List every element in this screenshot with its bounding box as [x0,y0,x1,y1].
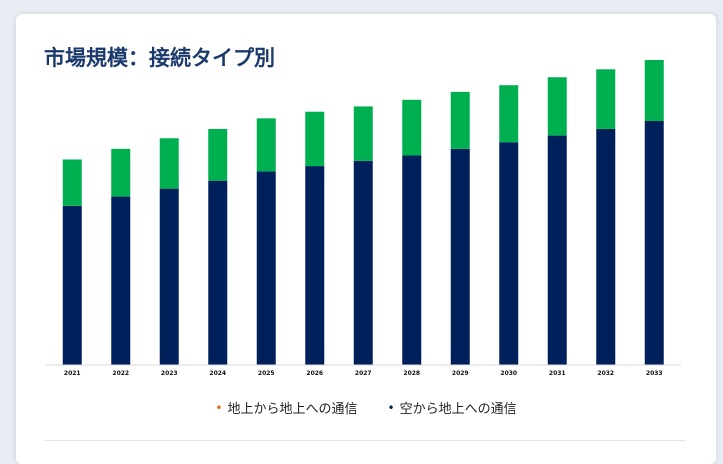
legend-bullet-icon: • [215,400,223,415]
bar-2033-series-1[interactable] [644,60,664,121]
bar-2029-series-0[interactable] [450,148,470,365]
x-tick-label: 2024 [209,370,226,377]
x-tick-label: 2030 [500,370,517,377]
bar-2031-series-1[interactable] [547,77,567,136]
legend-label: 空から地上への通信 [399,402,517,417]
x-tick-label: 2025 [258,370,275,377]
bar-2025-series-1[interactable] [256,118,276,172]
bar-2021-series-0[interactable] [62,205,82,365]
legend-bullet-icon: • [387,400,395,415]
chart-title: 市場規模：接続タイプ別 [44,46,275,70]
bar-2029-series-1[interactable] [450,91,470,149]
x-tick-label: 2032 [597,370,614,377]
bar-2021-series-1[interactable] [62,159,82,206]
bar-2023-series-1[interactable] [159,138,179,189]
divider [44,440,686,441]
x-tick-label: 2028 [403,370,420,377]
bar-2027-series-0[interactable] [353,160,373,365]
bar-2031-series-0[interactable] [547,135,567,365]
x-tick-label: 2023 [161,370,178,377]
stacked-bar-chart: 2021 2022 2023 2024 2025 2026 2027 2028 2029 2030… [46,60,681,377]
bar-2025-series-0[interactable] [256,171,276,365]
x-tick-label: 2027 [355,370,372,377]
legend-item-air-to-ground[interactable]: • 空から地上への通信 [387,398,517,418]
bar-2024-series-0[interactable] [208,180,228,365]
bar-2022-series-1[interactable] [111,148,131,197]
bar-2027-series-1[interactable] [353,106,373,161]
bar-2024-series-1[interactable] [208,128,228,181]
bar-2030-series-1[interactable] [499,85,519,143]
bar-2028-series-1[interactable] [402,99,422,156]
x-tick-label: 2026 [306,370,323,377]
x-tick-label: 2022 [112,370,129,377]
chart-card: 市場規模：接続タイプ別 2021 2022 2023 2024 2025 2026 2027… [16,14,716,464]
x-tick-label: 2031 [549,370,566,377]
bar-2030-series-0[interactable] [499,142,519,365]
bar-2023-series-0[interactable] [159,188,179,365]
bar-2032-series-0[interactable] [596,128,616,365]
bar-group [62,60,664,365]
bar-2026-series-1[interactable] [305,111,325,167]
x-tick-labels: 2021 2022 2023 2024 2025 2026 2027 2028 2029 2030… [64,370,663,377]
bar-2022-series-0[interactable] [111,196,131,365]
bar-2026-series-0[interactable] [305,166,325,365]
bar-2033-series-0[interactable] [644,121,664,365]
legend-label: 地上から地上への通信 [227,402,358,417]
bar-2032-series-1[interactable] [596,69,616,129]
x-tick-label: 2029 [452,370,469,377]
chart-legend: • 地上から地上への通信 • 空から地上への通信 [16,398,716,418]
x-tick-label: 2021 [64,370,81,377]
bar-2028-series-0[interactable] [402,155,422,365]
legend-item-ground-to-ground[interactable]: • 地上から地上への通信 [215,398,358,418]
x-tick-label: 2033 [646,370,663,377]
